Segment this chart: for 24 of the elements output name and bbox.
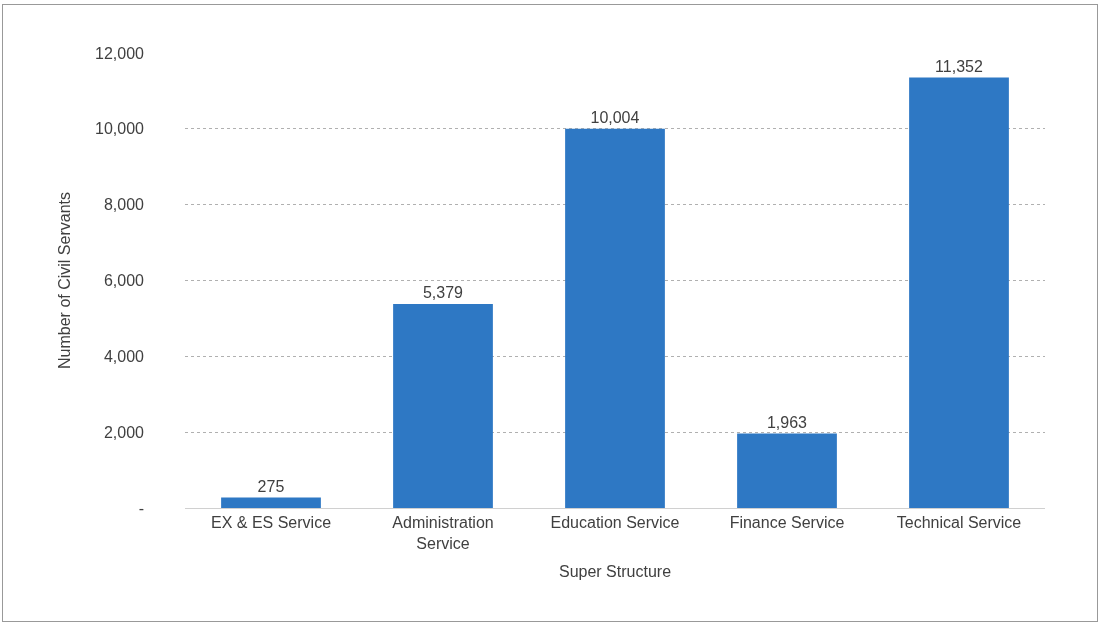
x-tick-label: Education Service: [550, 514, 680, 532]
data-label: 5,379: [422, 284, 464, 302]
y-tick-label: 4,000: [103, 347, 145, 365]
x-axis-title: Super Structure: [558, 562, 672, 580]
y-tick-label: 8,000: [103, 196, 145, 214]
y-axis-title: Number of Civil Servants: [55, 192, 73, 369]
y-tick-label: -: [138, 499, 144, 517]
y-tick-label: 2,000: [103, 423, 145, 441]
y-tick-label: 6,000: [103, 272, 145, 290]
x-tick-label: Administration Service: [392, 514, 494, 552]
data-label: 10,004: [590, 108, 640, 126]
bar: [393, 304, 493, 508]
data-label: 275: [257, 477, 285, 495]
bar: [909, 77, 1009, 508]
y-tick-label: 10,000: [95, 120, 145, 138]
bar: [565, 128, 665, 508]
bar: [737, 433, 837, 508]
bar: [221, 497, 321, 508]
x-tick-label: EX & ES Service: [210, 514, 332, 532]
x-tick-label: Technical Service: [896, 514, 1022, 532]
x-tick-label: Finance Service: [729, 514, 845, 532]
y-tick-label: 12,000: [95, 44, 145, 62]
data-label: 1,963: [766, 413, 808, 431]
data-label: 11,352: [935, 57, 983, 75]
